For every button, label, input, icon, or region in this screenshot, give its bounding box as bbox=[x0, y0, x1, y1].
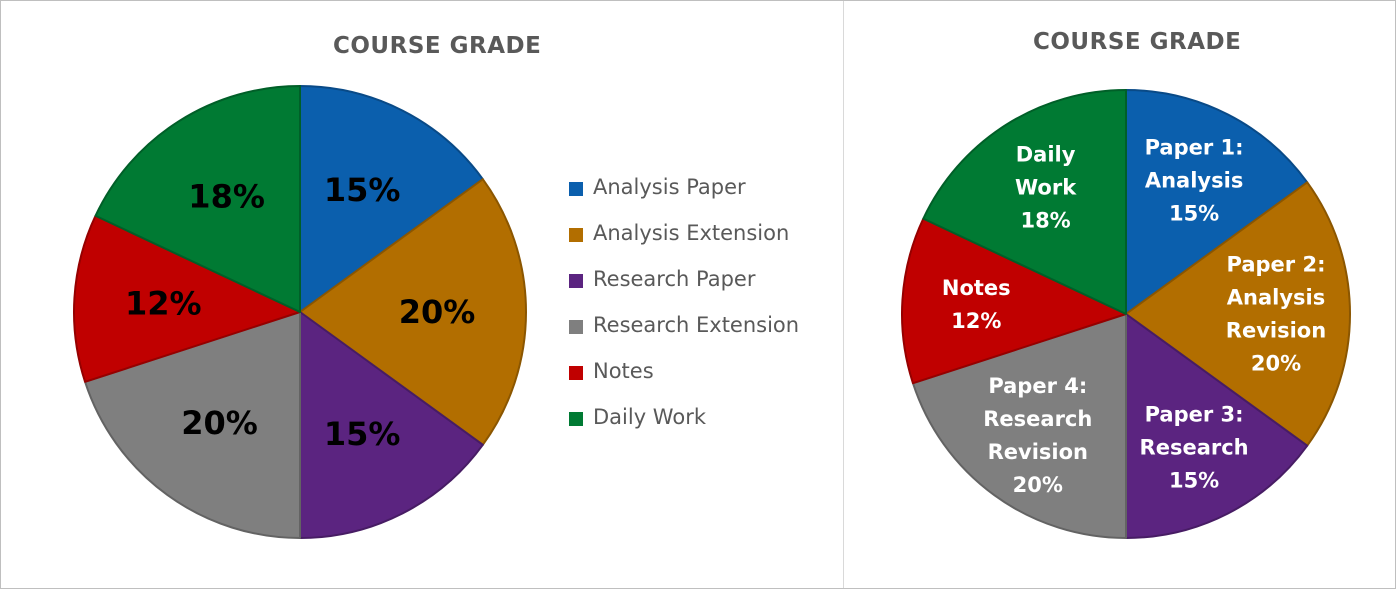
pie-slice-research-extension bbox=[84, 311, 301, 539]
pie-slice-analysis-paper bbox=[299, 85, 484, 313]
data-label-paper-3-research: Paper 3: Research 15% bbox=[1140, 403, 1249, 493]
data-label-research-paper: 15% bbox=[324, 415, 401, 453]
legend-label: Analysis Extension bbox=[593, 221, 790, 245]
data-label-notes: 12% bbox=[125, 284, 202, 322]
chart-title: COURSE GRADE bbox=[333, 33, 542, 59]
legend-swatch bbox=[569, 182, 583, 196]
pie-chart-right: Paper 1: Analysis 15% Paper 2: Analysis Revis… bbox=[901, 89, 1351, 539]
legend-label: Daily Work bbox=[593, 405, 706, 429]
data-label-daily-work: Daily Work 18% bbox=[1015, 142, 1077, 232]
legend-label: Research Extension bbox=[593, 313, 800, 337]
pie-slice-daily-work bbox=[922, 89, 1127, 315]
legend-swatch bbox=[569, 412, 583, 426]
pie-slice-research-paper bbox=[299, 311, 484, 539]
pie-slice-analysis-extension bbox=[299, 178, 527, 446]
pie-chart-left: 15% 20% 15% 20% 12% 18% bbox=[73, 85, 527, 539]
pie-slice-paper-3-research bbox=[1125, 313, 1309, 539]
data-label-research-extension: 20% bbox=[181, 404, 258, 442]
chart-title: COURSE GRADE bbox=[1033, 29, 1242, 55]
pie-slice-paper-1-analysis bbox=[1125, 89, 1309, 315]
legend-swatch bbox=[569, 274, 583, 288]
pie-slice-paper-4-research-revision bbox=[911, 313, 1127, 539]
legend-label: Research Paper bbox=[593, 267, 756, 291]
chart-panel-left: COURSE GRADE 15% 20% 15% 20% 12% 18% Analysis… bbox=[1, 1, 840, 588]
legend-swatch bbox=[569, 320, 583, 334]
chart-panel-right: COURSE GRADE Paper 1: Analysis 15% Paper 2:… bbox=[843, 1, 1395, 588]
legend-swatch bbox=[569, 366, 583, 380]
legend-label: Notes bbox=[593, 359, 654, 383]
pie-slice-daily-work bbox=[94, 85, 301, 313]
data-label-notes: Notes 12% bbox=[942, 276, 1011, 333]
data-label-analysis-extension: 20% bbox=[399, 293, 476, 331]
data-label-paper-1-analysis: Paper 1: Analysis 15% bbox=[1145, 135, 1244, 225]
legend-swatch bbox=[569, 228, 583, 242]
pie-slice-notes bbox=[73, 214, 301, 383]
pie-slice-notes bbox=[901, 217, 1127, 385]
data-label-paper-4-research-revision: Paper 4: Research Revision 20% bbox=[983, 374, 1092, 497]
data-label-paper-2-analysis-revision: Paper 2: Analysis Revision 20% bbox=[1226, 253, 1326, 376]
data-label-daily-work: 18% bbox=[188, 177, 265, 215]
legend-label: Analysis Paper bbox=[593, 175, 746, 199]
data-label-analysis-paper: 15% bbox=[324, 171, 401, 209]
pie-slice-paper-2-analysis-revision bbox=[1125, 181, 1351, 447]
